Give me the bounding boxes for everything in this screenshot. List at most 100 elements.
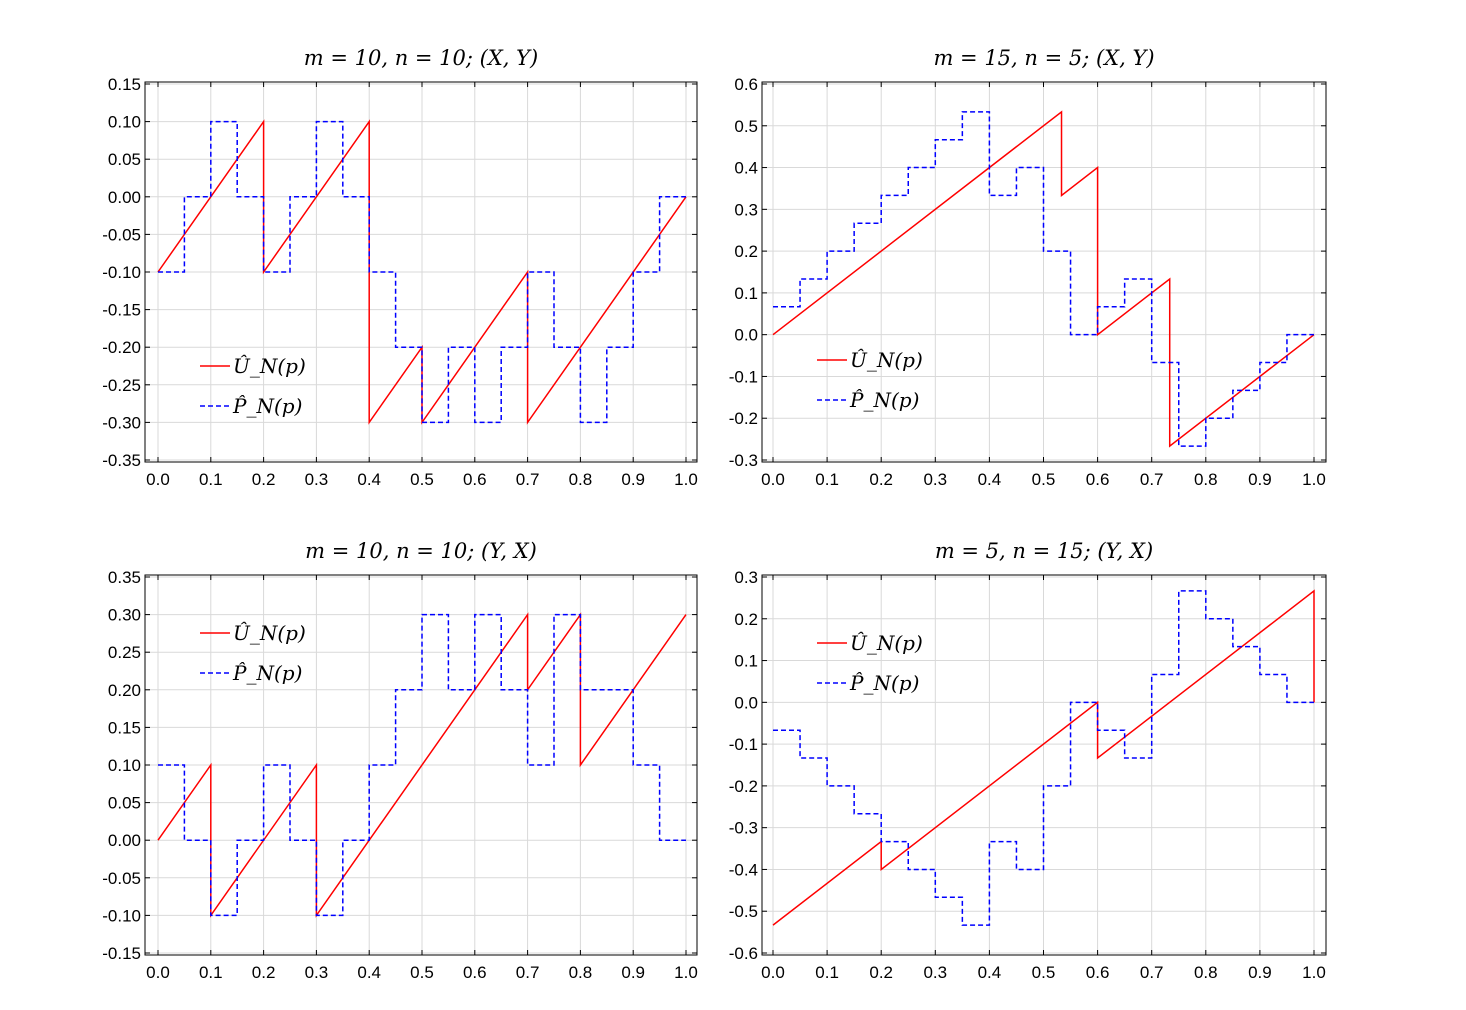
x-tick-label: 1.0 (674, 470, 698, 489)
x-tick-label: 0.5 (1032, 470, 1056, 489)
chart-panel-4: 0.0 0.1 0.2 0.3 0.4 0.5 0.6 0.7 0.8 0.9 1.0 0.3 0.2 0… (729, 539, 1327, 982)
x-tick-label: 0.6 (1086, 470, 1110, 489)
y-tick-label: -0.1 (729, 367, 758, 386)
x-tick-label: 0.6 (463, 470, 487, 489)
x-tick-label: 0.7 (516, 963, 540, 982)
chart-panel-3: 0.0 0.1 0.2 0.3 0.4 0.5 0.6 0.7 0.8 0.9 1.0 0.35 0.3… (102, 539, 698, 982)
legend-label: Û_N(p) (233, 353, 306, 378)
y-tick-label: -0.6 (729, 944, 758, 963)
y-tick-label: -0.15 (102, 944, 141, 963)
chart-title: m = 5, n = 15; (Y, X) (935, 539, 1153, 563)
x-tick-label: 0.9 (621, 470, 645, 489)
x-tick-label: 0.3 (923, 470, 947, 489)
y-tick-label: 0.3 (734, 200, 758, 219)
y-tick-label: 0.2 (734, 242, 758, 261)
y-tick-label: 0.1 (734, 652, 758, 671)
legend-label: Û_N(p) (850, 630, 923, 655)
series-line-p-hat (773, 111, 1314, 447)
x-tick-label: 0.1 (815, 963, 839, 982)
y-tick-label: 0.2 (734, 610, 758, 629)
x-tick-label: 0.2 (869, 470, 893, 489)
x-tick-label: 0.5 (1032, 963, 1056, 982)
y-tick-label: -0.3 (729, 819, 758, 838)
x-tick-label: 0.5 (410, 470, 434, 489)
x-tick-label: 1.0 (1302, 963, 1326, 982)
series-line-p-hat (158, 120, 686, 424)
y-tick-label: -0.35 (102, 451, 141, 470)
x-tick-label: 0.2 (252, 963, 276, 982)
x-tick-label: 1.0 (674, 963, 698, 982)
chart-panel-1: 0.0 0.1 0.2 0.3 0.4 0.5 0.6 0.7 0.8 0.9 1.0 0.15 0.1… (102, 46, 698, 489)
chart-title: m = 15, n = 5; (X, Y) (933, 46, 1154, 70)
legend-label: P̂_N(p) (232, 661, 302, 685)
x-tick-label: 0.0 (146, 470, 170, 489)
y-tick-label: 0.35 (108, 568, 141, 587)
y-tick-label: 0.0 (734, 693, 758, 712)
y-tick-label: 0.10 (108, 756, 141, 775)
x-tick-label: 0.2 (869, 963, 893, 982)
x-tick-label: 0.2 (252, 470, 276, 489)
x-tick-label: 0.3 (305, 963, 329, 982)
legend-label: Û_N(p) (850, 347, 923, 372)
y-tick-label: 0.4 (734, 159, 758, 178)
y-tick-label: 0.10 (108, 113, 141, 132)
x-tick-label: 0.9 (1248, 470, 1272, 489)
y-tick-label: -0.2 (729, 777, 758, 796)
y-tick-label: -0.10 (102, 906, 141, 925)
y-tick-label: -0.30 (102, 413, 141, 432)
x-tick-label: 0.4 (978, 470, 1002, 489)
x-tick-label: 0.1 (199, 963, 223, 982)
y-tick-label: 0.0 (734, 326, 758, 345)
legend-label: Û_N(p) (233, 620, 306, 645)
y-tick-label: 0.30 (108, 606, 141, 625)
y-tick-label: 0.3 (734, 568, 758, 587)
x-tick-label: 0.6 (463, 963, 487, 982)
x-tick-label: 0.6 (1086, 963, 1110, 982)
y-tick-label: -0.05 (102, 869, 141, 888)
y-tick-label: 0.00 (108, 831, 141, 850)
x-tick-label: 0.0 (761, 963, 785, 982)
x-tick-label: 0.3 (923, 963, 947, 982)
y-tick-label: -0.15 (102, 301, 141, 320)
x-tick-label: 0.7 (1140, 963, 1164, 982)
x-tick-label: 0.7 (1140, 470, 1164, 489)
y-tick-label: -0.1 (729, 735, 758, 754)
series-line-p-hat (158, 613, 686, 917)
y-tick-label: 0.15 (108, 718, 141, 737)
x-tick-label: 0.8 (1194, 963, 1218, 982)
y-tick-label: 0.00 (108, 188, 141, 207)
y-tick-label: -0.5 (729, 902, 758, 921)
y-tick-label: -0.25 (102, 376, 141, 395)
y-tick-label: 0.6 (734, 75, 758, 94)
y-tick-label: 0.20 (108, 681, 141, 700)
chart-title: m = 10, n = 10; (X, Y) (304, 46, 538, 70)
x-tick-label: 0.4 (978, 963, 1002, 982)
y-tick-label: -0.3 (729, 451, 758, 470)
x-tick-label: 0.7 (516, 470, 540, 489)
y-tick-label: 0.25 (108, 643, 141, 662)
x-tick-label: 0.8 (1194, 470, 1218, 489)
y-tick-label: -0.10 (102, 263, 141, 282)
chart-title: m = 10, n = 10; (Y, X) (305, 539, 537, 563)
x-tick-label: 0.5 (410, 963, 434, 982)
x-tick-label: 0.1 (199, 470, 223, 489)
x-tick-label: 0.4 (357, 470, 381, 489)
x-tick-label: 0.8 (569, 470, 593, 489)
x-tick-label: 0.0 (146, 963, 170, 982)
y-tick-label: -0.20 (102, 338, 141, 357)
y-tick-label: 0.05 (108, 794, 141, 813)
x-tick-label: 1.0 (1302, 470, 1326, 489)
legend-label: P̂_N(p) (232, 394, 302, 418)
x-tick-label: 0.9 (621, 963, 645, 982)
series-line-p-hat (773, 590, 1314, 926)
x-tick-label: 0.0 (761, 470, 785, 489)
chart-panel-2: 0.0 0.1 0.2 0.3 0.4 0.5 0.6 0.7 0.8 0.9 1.0 0.6 0.5 0… (729, 46, 1327, 489)
legend-label: P̂_N(p) (849, 671, 919, 695)
x-tick-label: 0.3 (305, 470, 329, 489)
x-tick-label: 0.8 (569, 963, 593, 982)
y-tick-label: -0.05 (102, 225, 141, 244)
x-tick-label: 0.9 (1248, 963, 1272, 982)
y-tick-label: 0.15 (108, 75, 141, 94)
y-tick-label: 0.1 (734, 284, 758, 303)
